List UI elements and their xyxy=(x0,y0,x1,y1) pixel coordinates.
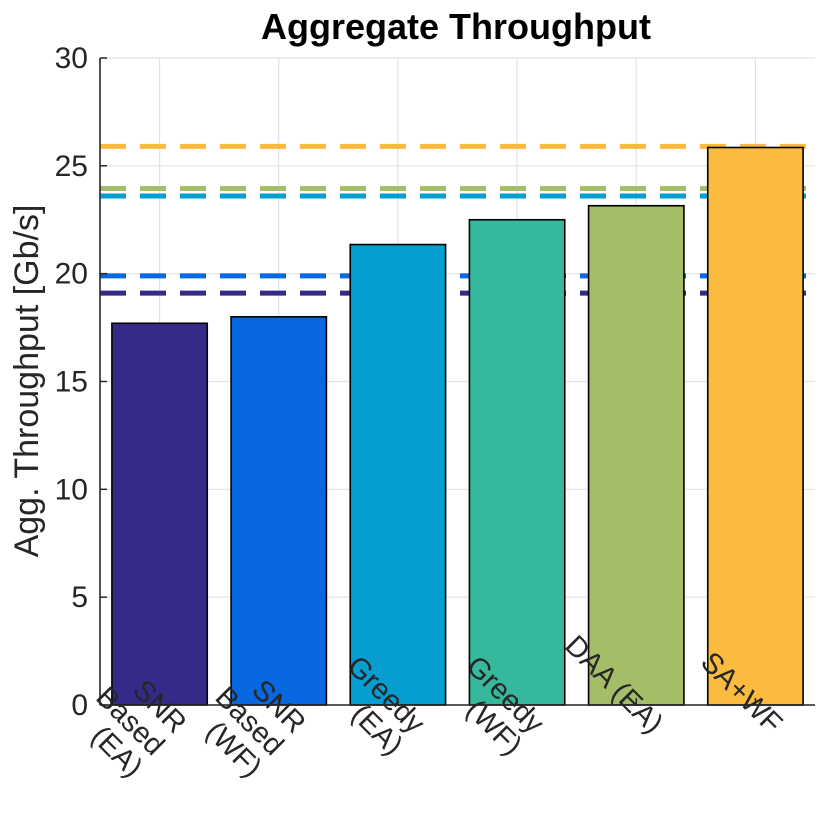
y-tick-label: 25 xyxy=(55,150,88,183)
y-axis-label: Agg. Throughput [Gb/s] xyxy=(8,205,46,558)
chart-title: Aggregate Throughput xyxy=(261,6,651,47)
y-tick-label: 15 xyxy=(55,366,88,399)
bar xyxy=(587,204,685,706)
y-tick-label: 20 xyxy=(55,258,88,291)
y-tick-label: 0 xyxy=(71,689,88,722)
y-tick-label: 10 xyxy=(55,473,88,506)
y-tick-label: 5 xyxy=(71,581,88,614)
bar xyxy=(111,322,209,706)
y-tick-label: 30 xyxy=(55,42,88,75)
bar xyxy=(468,218,566,706)
bars xyxy=(111,146,804,706)
bar xyxy=(230,315,328,706)
bar xyxy=(706,146,804,706)
bar xyxy=(349,243,447,706)
